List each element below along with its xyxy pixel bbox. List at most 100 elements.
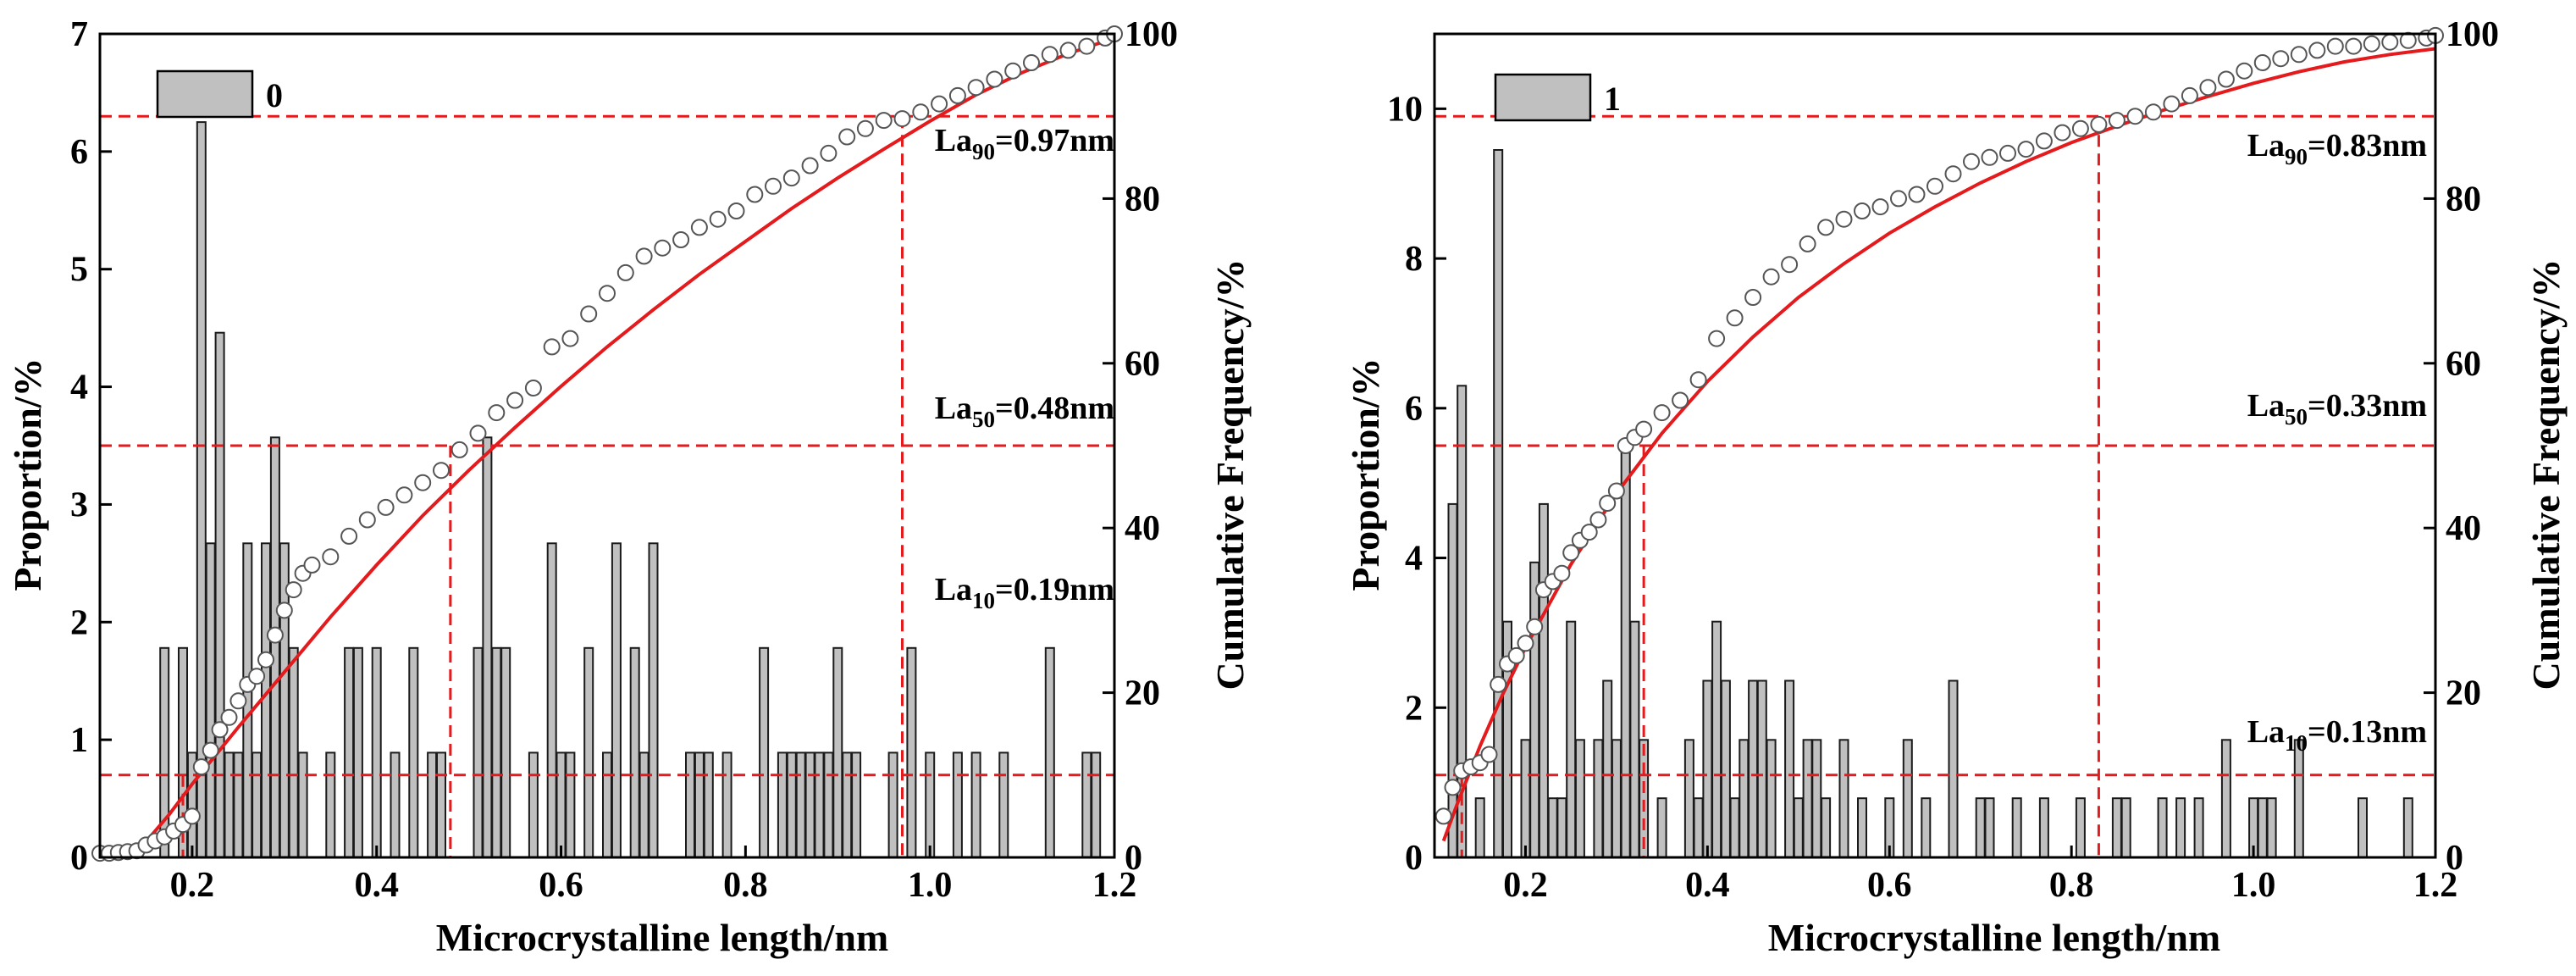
legend-label: 0 <box>266 76 283 114</box>
cumulative-point <box>2071 119 2089 137</box>
cumulative-point <box>1926 177 1943 195</box>
cumulative-point <box>220 708 238 726</box>
histogram-bar <box>1784 679 1795 858</box>
histogram-bar <box>427 751 438 859</box>
cumulative-point <box>2290 46 2308 64</box>
cumulative-point <box>912 103 930 121</box>
histogram-bar <box>823 751 834 859</box>
histogram-bar <box>1474 797 1485 859</box>
histogram-bar <box>1081 751 1092 859</box>
cumulative-point <box>433 462 450 480</box>
histogram-bar <box>1593 739 1604 858</box>
histogram-bar <box>887 751 898 859</box>
cumulative-point <box>1607 482 1625 500</box>
cumulative-point <box>1490 675 1507 693</box>
histogram-bar <box>1520 739 1531 858</box>
histogram-bar <box>583 646 594 858</box>
plot-frame <box>1433 32 2437 859</box>
cumulative-point <box>616 263 634 281</box>
cumulative-point <box>967 79 985 97</box>
cumulative-point <box>2090 115 2108 133</box>
cumulative-point <box>1835 210 1853 228</box>
y-right-tick-label: 100 <box>1125 15 1178 54</box>
cumulative-point <box>303 556 321 574</box>
histogram-bar <box>565 751 576 859</box>
histogram-bar <box>804 751 815 859</box>
histogram-bar <box>1702 679 1713 858</box>
x-tick-label: 0.8 <box>2049 866 2094 905</box>
cumulative-point <box>856 119 874 137</box>
histogram-bar <box>1693 797 1704 859</box>
histogram-bar <box>224 751 235 859</box>
cumulative-point <box>2017 141 2035 158</box>
histogram-bar <box>408 646 419 858</box>
cumulative-point <box>1526 618 1544 635</box>
cumulative-point <box>1781 256 1799 274</box>
histogram-bar <box>2120 797 2131 859</box>
cumulative-point <box>248 668 266 685</box>
histogram-bar <box>1921 797 1932 859</box>
histogram-bar <box>1656 797 1667 859</box>
histogram-bar <box>2257 797 2268 859</box>
cumulative-point <box>414 474 432 491</box>
histogram-bar <box>344 646 355 858</box>
chart-1-x-axis-title: Microcrystalline length/nm <box>1768 916 2220 959</box>
y-right-tick-label: 40 <box>1125 509 1160 548</box>
cumulative-point <box>2108 112 2125 130</box>
cumulative-point <box>1871 198 1889 216</box>
y-right-tick-label: 80 <box>1125 180 1160 219</box>
annotation-label: La10=0.13nm <box>2247 714 2427 756</box>
histogram-bar <box>832 646 843 858</box>
cumulative-point <box>2381 33 2399 51</box>
y-left-tick-label: 3 <box>70 485 88 524</box>
histogram-bar <box>814 751 825 859</box>
cumulative-point <box>580 305 598 323</box>
chart-0-legend: 0 <box>156 69 283 119</box>
histogram-bar <box>1811 739 1822 858</box>
y-left-tick-label: 5 <box>70 251 88 290</box>
cumulative-point <box>229 692 247 710</box>
histogram-bar <box>1857 797 1867 859</box>
cumulative-point <box>1507 646 1525 664</box>
histogram-bar <box>325 751 336 859</box>
cumulative-point <box>2035 132 2053 150</box>
annotation-label: La10=0.19nm <box>935 572 1114 613</box>
histogram-bar <box>1566 620 1577 858</box>
cumulative-point <box>1981 148 1998 166</box>
chart-0-x-axis-title: Microcrystalline length/nm <box>436 916 888 959</box>
chart-0-right-axis-title: Cumulative Frequency/% <box>1208 259 1252 690</box>
histogram-bar <box>269 436 280 858</box>
histogram-bar <box>205 542 216 858</box>
histogram-bar <box>2111 797 2122 859</box>
y-right-tick-label: 40 <box>2446 509 2481 548</box>
y-right-tick-label: 20 <box>2446 674 2481 713</box>
histogram-bar <box>759 646 770 858</box>
histogram-bar <box>1629 620 1640 858</box>
chart-1-legend: 1 <box>1494 73 1621 122</box>
cumulative-point <box>1517 635 1534 652</box>
cumulative-point <box>266 626 284 644</box>
histogram-bar <box>371 646 382 858</box>
cumulative-point <box>672 231 690 248</box>
histogram-bar <box>1739 739 1750 858</box>
chart-1-annotations: La90=0.83nm La50=0.33nm La10=0.13nm <box>2247 128 2427 756</box>
histogram-bar <box>952 751 963 859</box>
cumulative-point <box>358 511 376 529</box>
histogram-bar <box>629 646 640 858</box>
legend-swatch <box>156 69 254 119</box>
chart-1-frame <box>1433 32 2437 859</box>
cumulative-point <box>202 741 219 759</box>
histogram-bar <box>1091 751 1102 859</box>
histogram-bar <box>1574 739 1585 858</box>
histogram-bar <box>214 331 225 858</box>
histogram-bar <box>288 646 299 858</box>
cumulative-point <box>1762 268 1780 286</box>
histogram-bar <box>1821 797 1832 859</box>
cumulative-point <box>2199 79 2217 97</box>
cumulative-point <box>488 404 506 422</box>
cumulative-point <box>1908 186 1926 203</box>
y-left-tick-label: 10 <box>1387 90 1423 129</box>
cumulative-point <box>395 486 413 504</box>
histogram-bar <box>2220 739 2231 858</box>
